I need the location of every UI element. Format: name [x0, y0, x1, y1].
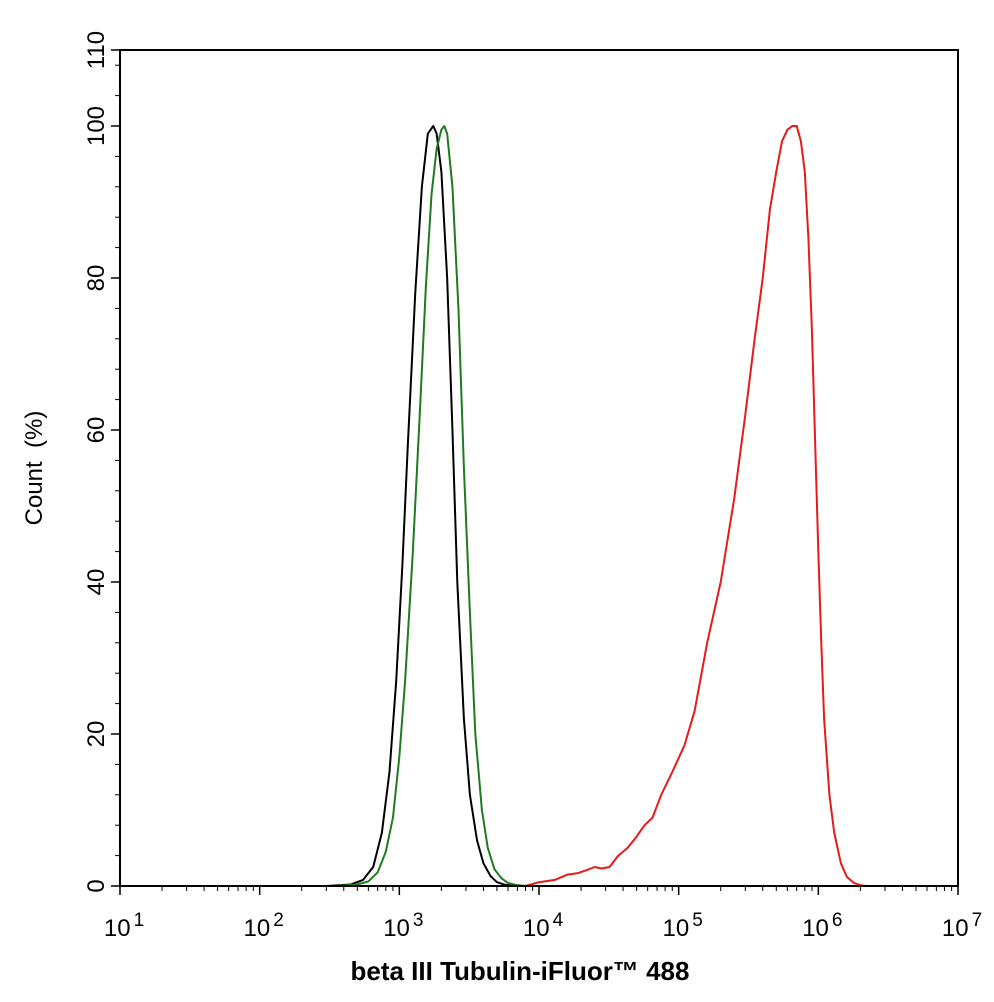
- x-tick-label-exponent: 7: [972, 910, 983, 931]
- x-tick-label: 10 3: [383, 910, 423, 942]
- y-tick-label: 80: [83, 265, 110, 292]
- y-tick-label: 100: [83, 106, 110, 146]
- series-line-1: [326, 125, 518, 887]
- x-tick-label: 10 2: [244, 910, 284, 942]
- x-tick-label-base: 10: [244, 915, 271, 942]
- series-line-2: [335, 125, 530, 887]
- y-axis-label: Count (%): [21, 411, 48, 526]
- x-tick-label-base: 10: [523, 915, 550, 942]
- y-tick-label: 60: [83, 417, 110, 444]
- x-tick-label-exponent: 5: [692, 910, 703, 931]
- x-tick-label: 10 7: [942, 910, 982, 942]
- x-tick-label-exponent: 6: [832, 910, 843, 931]
- x-tick-label-base: 10: [383, 915, 410, 942]
- minor-ticks: [115, 64, 953, 891]
- x-tick-label: 10 1: [104, 910, 144, 942]
- x-tick-label: 10 5: [663, 910, 703, 942]
- y-tick-label: 0: [83, 879, 110, 892]
- series-line-3: [525, 125, 867, 887]
- y-tick-label: 20: [83, 721, 110, 748]
- x-tick-label-exponent: 4: [553, 910, 564, 931]
- plot-frame: [119, 49, 959, 887]
- x-tick-label-exponent: 2: [273, 910, 284, 931]
- x-tick-label-base: 10: [104, 915, 131, 942]
- x-tick-label: 10 6: [802, 910, 842, 942]
- x-tick-labels: 10 1 10 2 10 3 10 4 10 5 10 6 10 7: [104, 910, 982, 942]
- x-axis-label: beta III Tubulin-iFluor™ 488: [351, 956, 690, 986]
- y-tick-labels: 0 20 40 60 80 100 110: [83, 31, 110, 893]
- y-tick-label: 110: [83, 31, 110, 69]
- x-tick-label-exponent: 3: [413, 910, 424, 931]
- x-tick-label-exponent: 1: [134, 910, 145, 931]
- y-tick-label: 40: [83, 569, 110, 596]
- major-ticks: [111, 49, 959, 895]
- x-tick-label-base: 10: [663, 915, 690, 942]
- x-tick-label: 10 4: [523, 910, 564, 942]
- x-tick-label-base: 10: [802, 915, 829, 942]
- x-tick-label-base: 10: [942, 915, 969, 942]
- series-layer: [326, 125, 867, 887]
